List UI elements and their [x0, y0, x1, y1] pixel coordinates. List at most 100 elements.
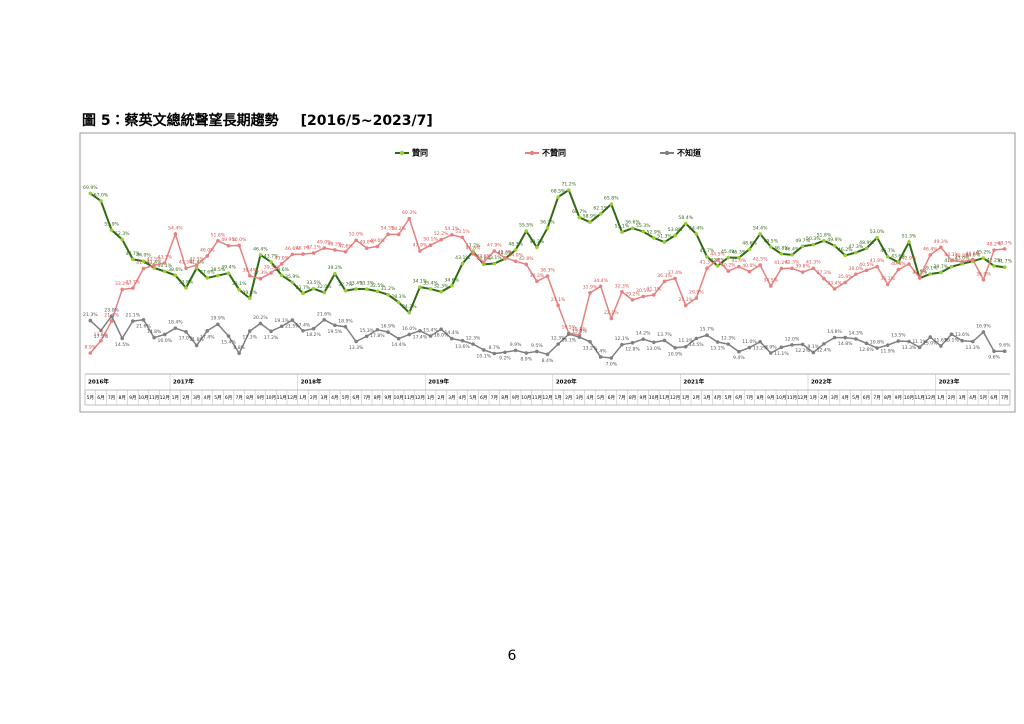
- data-point: [662, 279, 667, 284]
- data-point: [131, 286, 135, 290]
- data-label: 47.9%: [413, 242, 428, 248]
- x-tick-label: 12月: [925, 395, 935, 401]
- data-point: [747, 247, 752, 251]
- data-label: 58.9%: [583, 214, 598, 220]
- data-label: 32.3%: [434, 283, 449, 289]
- data-label: 13.2%: [753, 345, 768, 351]
- data-label: 55.5%: [519, 223, 534, 229]
- data-point: [758, 232, 762, 236]
- data-point: [418, 328, 422, 333]
- x-tick-label: 12月: [287, 395, 297, 401]
- x-tick-label: 12月: [798, 395, 808, 401]
- data-label: 14.8%: [838, 341, 853, 347]
- x-tick-label: 5月: [87, 395, 94, 401]
- data-point: [992, 349, 996, 353]
- data-point: [333, 323, 337, 328]
- data-point: [875, 346, 879, 350]
- data-label: 52.9%: [647, 229, 662, 235]
- x-tick-label: 6月: [735, 395, 742, 401]
- data-point: [726, 255, 731, 260]
- x-tick-label: 11月: [915, 395, 925, 401]
- data-point: [1002, 349, 1007, 353]
- data-point: [503, 255, 507, 260]
- data-point: [492, 261, 497, 266]
- data-point: [960, 338, 964, 343]
- x-tick-label: 8月: [756, 395, 763, 401]
- data-point: [184, 330, 188, 334]
- data-point: [811, 266, 816, 271]
- data-point: [1002, 247, 1007, 251]
- data-label: 53.8%: [668, 227, 683, 233]
- data-point: [566, 332, 571, 336]
- data-label: 16.1%: [944, 338, 959, 344]
- data-label: 16.9%: [976, 324, 991, 330]
- data-label: 62.1%: [593, 205, 608, 211]
- x-tick-label: 10月: [266, 395, 276, 401]
- data-point: [981, 277, 986, 282]
- data-label: 17.0%: [179, 335, 194, 341]
- data-label: 18.4%: [168, 320, 183, 326]
- data-label: 33.3%: [359, 281, 374, 287]
- data-label: 45.4%: [721, 249, 736, 255]
- data-point: [737, 264, 741, 269]
- data-point: [269, 271, 273, 275]
- data-point: [481, 260, 486, 265]
- data-point: [790, 266, 794, 271]
- x-tick-label: 9月: [384, 395, 391, 401]
- data-label: 49.9%: [827, 237, 842, 243]
- data-label: 32.5%: [370, 283, 385, 289]
- data-label: 12.3%: [551, 336, 566, 342]
- data-point: [439, 289, 443, 294]
- data-label: 46.6%: [285, 246, 300, 252]
- x-tick-label: 2月: [182, 395, 189, 401]
- data-label: 50.0%: [232, 237, 247, 243]
- data-label: 12.6%: [859, 347, 874, 353]
- data-point: [907, 262, 911, 266]
- data-point: [343, 249, 348, 254]
- data-point: [503, 350, 507, 355]
- x-tick-label: 1月: [299, 395, 306, 401]
- data-label: 54.1%: [445, 226, 460, 232]
- data-label: 14.8%: [147, 329, 162, 335]
- data-label: 17.3%: [243, 335, 258, 341]
- data-point: [726, 269, 731, 273]
- data-label: 35.1%: [880, 276, 895, 282]
- data-label: 33.2%: [115, 281, 130, 287]
- data-label: 39.2%: [328, 265, 343, 271]
- data-point: [386, 292, 390, 297]
- data-point: [864, 246, 869, 251]
- x-tick-label: 4月: [459, 395, 466, 401]
- data-point: [375, 327, 380, 332]
- data-label: 14.5%: [115, 342, 130, 348]
- data-point: [450, 232, 454, 237]
- data-point: [216, 322, 220, 327]
- data-label: 43.7%: [264, 253, 279, 259]
- data-point: [311, 326, 316, 331]
- x-tick-label: 6月: [97, 395, 104, 401]
- data-label: 46.7%: [296, 246, 311, 252]
- data-point: [949, 264, 954, 269]
- data-label: 31.2%: [381, 286, 396, 292]
- data-label: 21.5%: [285, 324, 300, 330]
- data-label: 54.4%: [753, 225, 768, 231]
- data-point: [970, 257, 975, 262]
- data-point: [673, 345, 677, 350]
- data-label: 41.9%: [732, 258, 747, 264]
- year-label: 2023年: [939, 378, 960, 386]
- data-label: 7.4%: [595, 348, 607, 354]
- x-tick-label: 5月: [597, 395, 604, 401]
- data-label: 15.7%: [700, 327, 715, 333]
- year-label: 2017年: [173, 378, 194, 386]
- data-point: [524, 262, 529, 267]
- x-tick-label: 8月: [246, 395, 253, 401]
- x-tick-label: 1月: [554, 395, 561, 401]
- data-label: 41.2%: [774, 260, 789, 266]
- data-point: [141, 317, 146, 322]
- data-point: [875, 235, 879, 240]
- data-label: 47.9%: [487, 242, 502, 248]
- data-label: 12.2%: [795, 348, 810, 354]
- data-label: 37.7%: [912, 269, 927, 275]
- data-label: 36.9%: [976, 271, 991, 277]
- data-point: [556, 195, 560, 199]
